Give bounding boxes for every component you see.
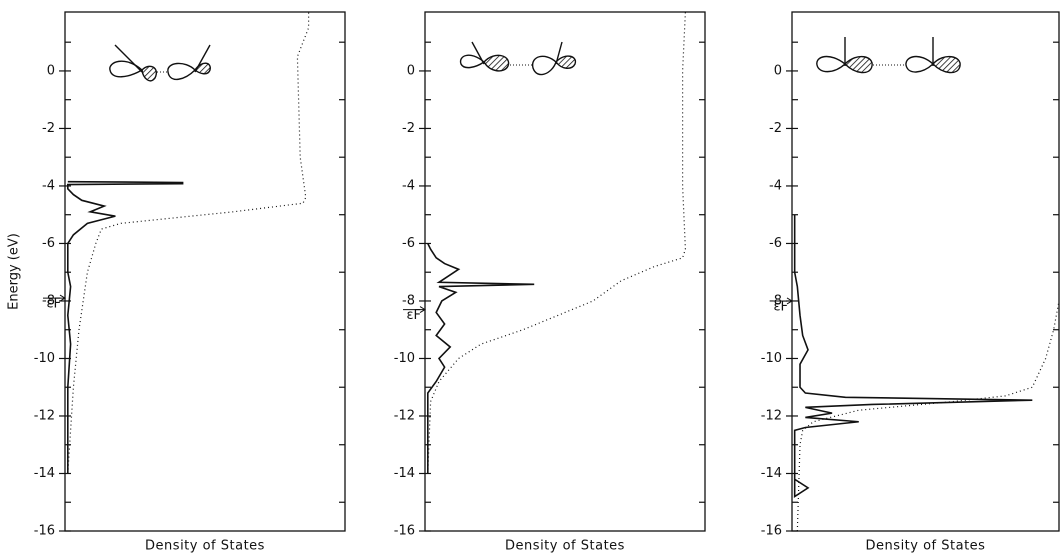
plot-frame [424, 11, 706, 532]
y-tick-label: -12 [34, 408, 55, 423]
integrated-dos-curve [796, 300, 1060, 532]
fermi-arrow [770, 297, 793, 305]
y-tick-label: -2 [42, 121, 55, 136]
y-tick-label: -6 [42, 236, 55, 251]
x-axis-label: Density of States [866, 539, 986, 553]
y-tick-label: -16 [761, 524, 782, 539]
y-tick-label: -2 [769, 121, 782, 136]
y-tick-label: -14 [761, 466, 782, 481]
integrated-dos-curve [67, 12, 310, 474]
y-tick-label: -6 [769, 236, 782, 251]
x-axis-label: Density of States [505, 539, 625, 553]
dos-curve [793, 214, 1033, 498]
y-tick-label: -10 [761, 351, 782, 366]
y-tick-label: -14 [34, 466, 55, 481]
y-tick-label: -12 [761, 408, 782, 423]
y-tick-label: -10 [394, 351, 415, 366]
fermi-label: εF [46, 297, 61, 312]
y-tick-label: -16 [34, 524, 55, 539]
y-tick-label: -10 [34, 351, 55, 366]
fermi-arrow [43, 294, 66, 302]
dos-curve [427, 243, 535, 474]
fermi-arrow [403, 306, 426, 314]
orbital-sketch-2 [459, 41, 577, 76]
y-tick-label: -14 [394, 466, 415, 481]
fermi-label: εF [773, 299, 788, 314]
orbital-sketch-1 [109, 44, 211, 82]
y-tick-label: 0 [407, 63, 415, 78]
integrated-dos-curve [427, 11, 687, 474]
y-tick-label: -4 [42, 178, 55, 193]
y-axis-label: Energy (eV) [7, 233, 22, 310]
plot-frame [791, 11, 1060, 532]
y-tick-label: 0 [47, 63, 55, 78]
y-tick-label: -16 [394, 524, 415, 539]
y-tick-label: -4 [402, 178, 415, 193]
y-tick-label: 0 [774, 63, 782, 78]
orbital-sketch-3 [816, 37, 961, 74]
x-axis-label: Density of States [145, 539, 265, 553]
fermi-label: εF [406, 308, 421, 323]
y-tick-label: -8 [42, 293, 55, 308]
plot-frame [64, 11, 346, 532]
y-tick-label: -6 [402, 236, 415, 251]
dos-curve [66, 180, 184, 474]
y-tick-label: -4 [769, 178, 782, 193]
y-tick-label: -8 [402, 293, 415, 308]
y-tick-label: -12 [394, 408, 415, 423]
y-tick-label: -2 [402, 121, 415, 136]
